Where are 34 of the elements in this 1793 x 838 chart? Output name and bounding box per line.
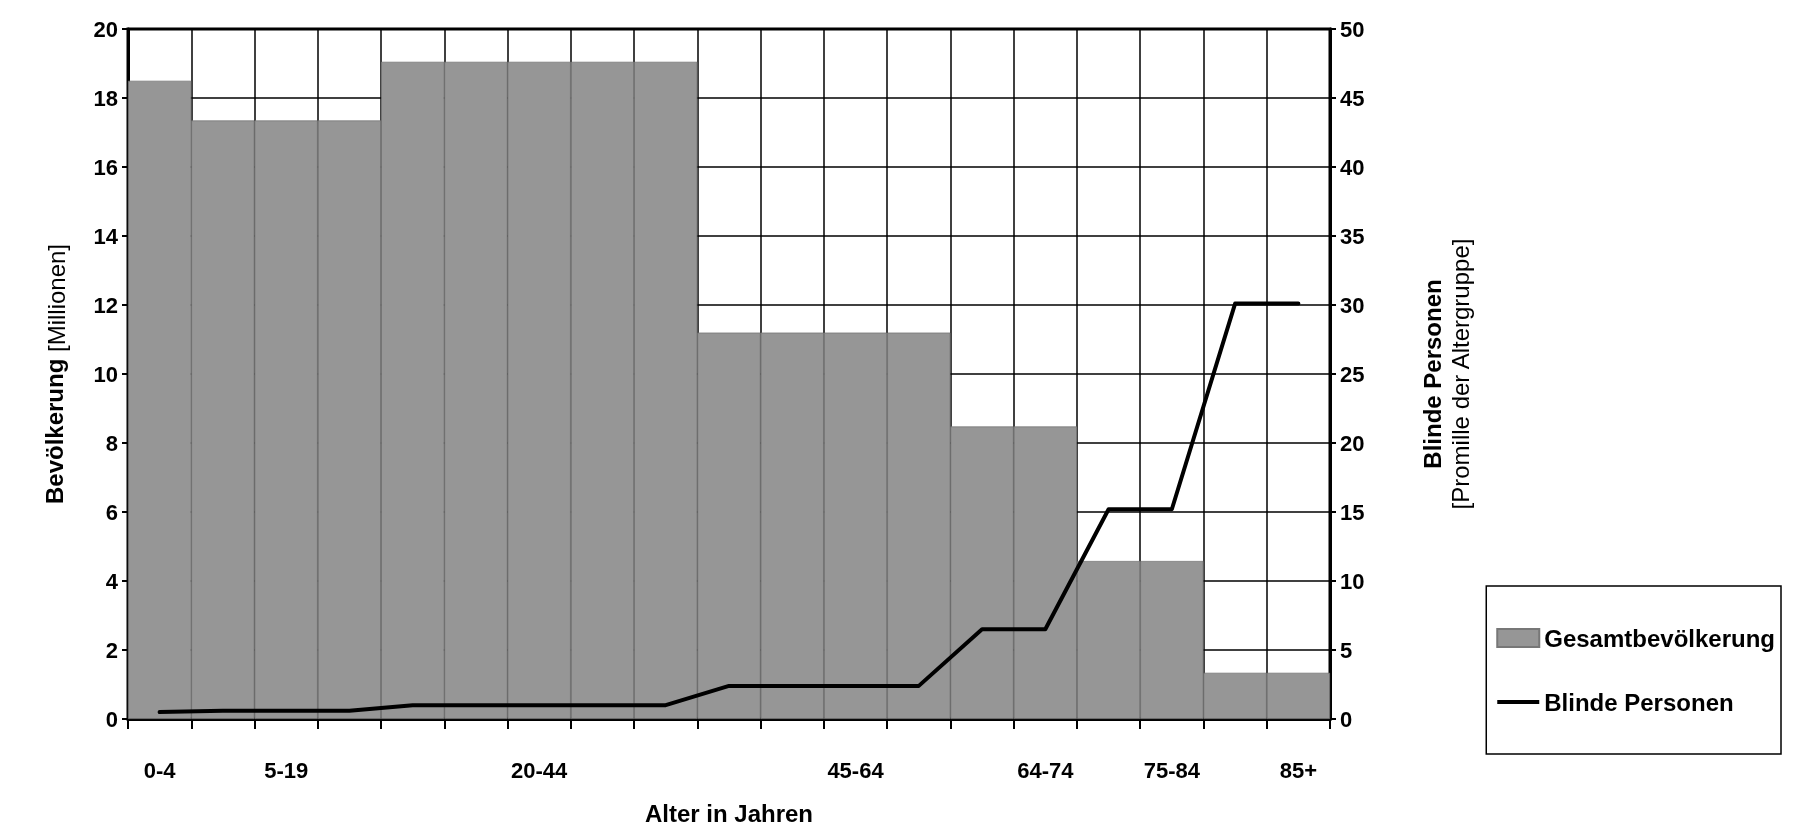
x-tick-label: 85+ [1279, 757, 1318, 783]
y-tick-label: 2 [105, 637, 118, 663]
y2-tick-label: 0 [1340, 706, 1353, 732]
y-tick-label: 4 [105, 568, 119, 594]
y-tick-label: 16 [93, 154, 118, 180]
y-tick-label: 12 [93, 292, 118, 318]
x-tick-label: 20-44 [511, 757, 569, 783]
y2-tick-label: 35 [1340, 223, 1365, 249]
y-tick-label: 10 [93, 361, 118, 387]
legend-label: Gesamtbevölkerung [1544, 624, 1776, 652]
y-tick-label: 14 [93, 223, 119, 249]
y2-tick-label: 15 [1340, 499, 1365, 525]
legend-label: Blinde Personen [1544, 688, 1734, 716]
y-tick-label: 20 [93, 16, 118, 42]
y2-axis-title: Blinde Personen [Promille der Altergruppe] [1418, 238, 1474, 510]
y2-tick-label: 30 [1340, 292, 1365, 318]
y2-tick-label: 50 [1340, 16, 1365, 42]
x-tick-label: 75-84 [1143, 757, 1201, 783]
x-tick-label: 45-64 [827, 757, 885, 783]
y2-tick-label: 45 [1340, 85, 1365, 111]
y-tick-label: 18 [93, 85, 118, 111]
x-tick-label: 64-74 [1017, 757, 1075, 783]
y-tick-label: 6 [105, 499, 118, 525]
y2-tick-label: 25 [1340, 361, 1365, 387]
x-axis-title: Alter in Jahren [644, 799, 814, 827]
x-tick-label: 5-19 [264, 757, 309, 783]
y2-tick-label: 10 [1340, 568, 1365, 594]
y-axis-title: Bevölkerung [Millionen] [40, 243, 70, 505]
y-tick-label: 0 [105, 706, 118, 732]
y2-tick-label: 5 [1340, 637, 1353, 663]
x-tick-label: 0-4 [143, 757, 177, 783]
y-tick-label: 8 [105, 430, 118, 456]
y2-tick-label: 40 [1340, 154, 1365, 180]
y2-tick-label: 20 [1340, 430, 1365, 456]
